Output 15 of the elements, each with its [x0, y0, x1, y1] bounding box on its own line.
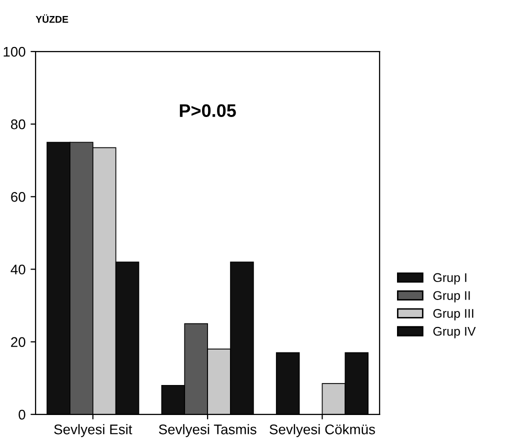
x-tick-label: Sevlyesi Esit	[54, 424, 132, 438]
y-tick-label: 40	[10, 264, 26, 274]
legend-label: Grup IV	[433, 326, 476, 338]
y-axis-title: YÜZDE	[36, 14, 68, 23]
y-tick-label: 100	[4, 46, 26, 57]
legend-label: Grup I	[433, 273, 466, 285]
x-tick-label: Sevlyesi Tasmis	[158, 424, 256, 438]
annotation: P>0.05	[180, 104, 236, 118]
legend-label: Grup III	[433, 308, 474, 320]
legend-label: Grup II	[433, 291, 470, 302]
y-tick-label: 60	[11, 192, 26, 202]
y-tick-label: 80	[10, 119, 26, 130]
x-tick-label: Sevlyesi Cökmüs	[270, 424, 375, 438]
y-tick-label: 0	[18, 410, 26, 420]
y-tick-label: 20	[11, 337, 26, 347]
